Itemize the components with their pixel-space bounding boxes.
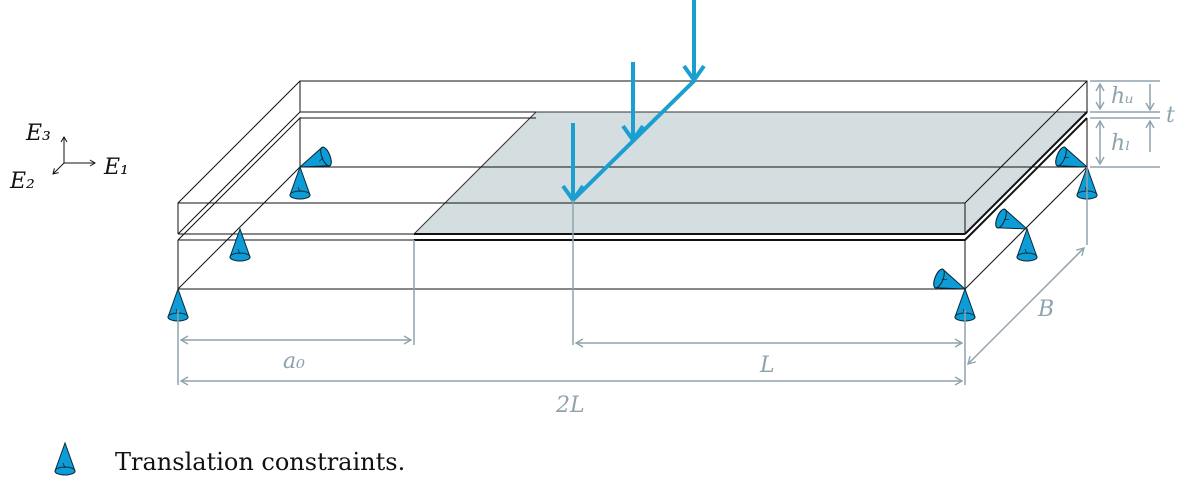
axis-label-e2: E₂: [9, 169, 35, 194]
axis-label-e1: E₁: [103, 155, 129, 180]
label-L: L: [759, 353, 775, 378]
load-application: [561, 0, 706, 204]
support-cone: [289, 166, 311, 200]
upper-arm: [177, 80, 1088, 235]
label-2L: 2L: [555, 393, 585, 418]
label-hl: hₗ: [1111, 131, 1131, 156]
label-t: t: [1166, 103, 1175, 128]
label-hu: hᵤ: [1111, 84, 1134, 109]
interface-lines: [414, 111, 1088, 241]
dimensions: [177, 80, 1160, 386]
crack-region: [412, 111, 1089, 235]
coordinate-axes: [52, 136, 96, 175]
legend-cone-icon: [54, 442, 76, 476]
legend-text: Translation constraints.: [115, 448, 405, 476]
label-B: B: [1037, 297, 1054, 322]
dim-B: [967, 247, 1085, 365]
label-a0: a₀: [283, 349, 305, 374]
axis-label-e3: E₃: [25, 121, 51, 146]
legend: Translation constraints.: [54, 442, 405, 476]
